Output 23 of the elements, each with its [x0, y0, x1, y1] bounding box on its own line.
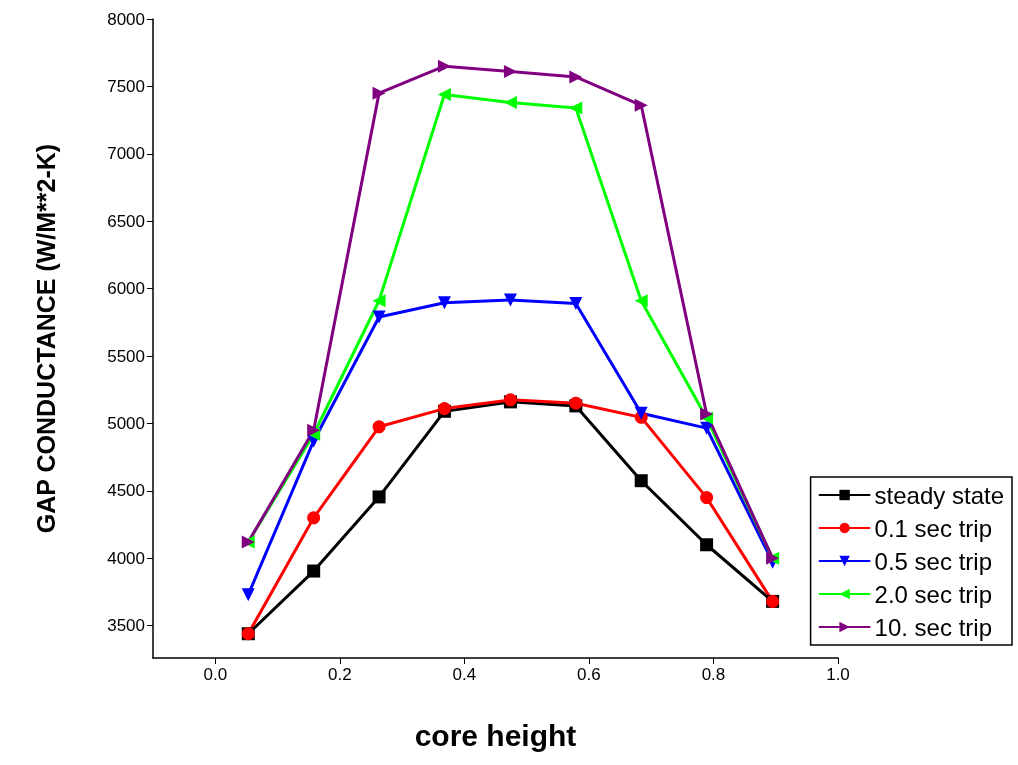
- y-tick-label: 7500: [107, 76, 145, 96]
- legend-label: steady state: [874, 481, 1005, 509]
- x-tick-label: 0.8: [701, 665, 726, 684]
- legend-label: 2.0 sec trip: [874, 580, 992, 608]
- y-axis-title: GAP CONDUCTANCE (W/M**2-K): [31, 143, 60, 534]
- y-tick-label: 4000: [107, 548, 145, 568]
- x-axis-title: core height: [414, 718, 577, 752]
- x-tick-label: 0.0: [203, 665, 228, 684]
- x-tick-label: 0.4: [452, 665, 477, 684]
- legend-label: 0.5 sec trip: [874, 547, 992, 575]
- y-tick-label: 7000: [107, 144, 145, 164]
- y-tick-label: 4500: [107, 481, 145, 501]
- y-tick-label: 3500: [107, 616, 145, 636]
- y-tick-label: 5000: [107, 413, 145, 433]
- y-tick-label: 5500: [107, 346, 145, 366]
- x-tick-label: 1.0: [826, 665, 850, 684]
- x-tick-label: 0.2: [328, 665, 352, 684]
- x-tick-label: 0.6: [577, 665, 601, 684]
- legend-label: 0.1 sec trip: [874, 514, 992, 542]
- y-tick-label: 6000: [107, 279, 145, 299]
- y-tick-label: 6500: [107, 211, 145, 231]
- legend-label: 10. sec trip: [874, 613, 992, 641]
- y-tick-label: 8000: [107, 9, 145, 29]
